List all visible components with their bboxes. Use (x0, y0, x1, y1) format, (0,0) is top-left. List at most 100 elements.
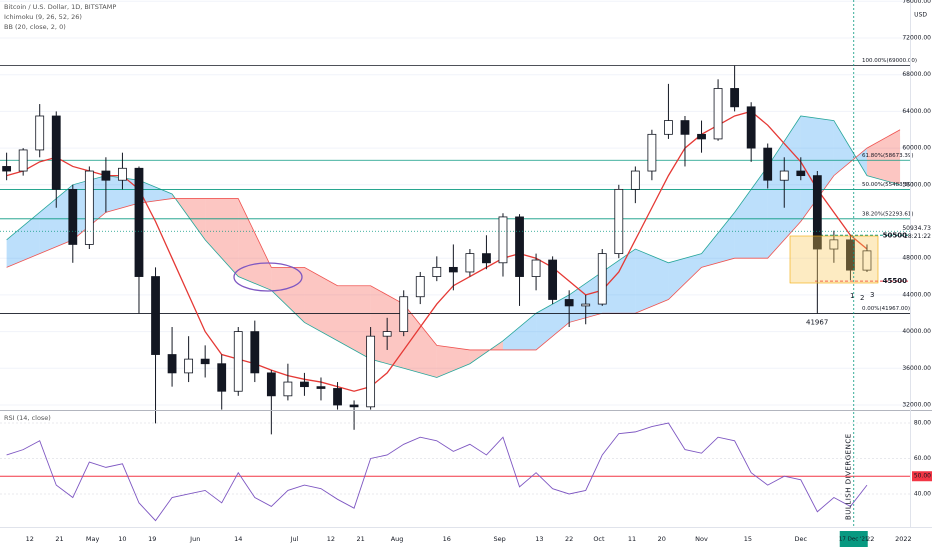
fib-label: 61.80%(58673.39) (862, 153, 914, 159)
y-tick-label: 44000.00 (902, 291, 931, 298)
y-tick-label: 36000.00 (902, 365, 931, 372)
candle-body (134, 167, 144, 277)
candle-body (664, 120, 673, 135)
y-tick-label: 60000.00 (902, 145, 931, 152)
candle-body (564, 299, 574, 307)
cloud-segment (39, 184, 73, 254)
cloud-segment (701, 212, 735, 268)
wave-marker: 1 (850, 292, 854, 300)
x-tick-label: Jun (189, 535, 200, 543)
crosshair-tag (839, 531, 868, 547)
cloud-segment (668, 253, 702, 300)
candle-body (233, 331, 243, 392)
candle-body (498, 216, 508, 264)
cloud-segment (602, 249, 636, 314)
x-tick-label: 22 (866, 535, 874, 543)
x-tick-label: 20 (658, 535, 666, 543)
crosshair-label: 17 Dec '21 (839, 537, 869, 543)
cloud-edge (6, 129, 901, 351)
cloud-segment (238, 198, 272, 291)
y-tick-label: 64000.00 (902, 108, 931, 115)
fib-label: 100.00%(69000.00) (862, 58, 917, 64)
wave-marker: 3 (870, 291, 874, 299)
x-tick-label: Aug (391, 535, 404, 543)
y-tick-label: 72000.00 (902, 35, 931, 42)
candle-body (796, 170, 806, 177)
rsi-line (6, 422, 868, 522)
cloud-segment (105, 175, 139, 213)
x-tick-label: 14 (234, 535, 242, 543)
candle-body (101, 170, 111, 181)
countdown: 18:21:22 (904, 233, 931, 240)
highlight-ellipse (233, 262, 303, 292)
cloud-segment (436, 345, 470, 378)
candle-body (482, 253, 491, 264)
price-mark-label: 45500 (883, 277, 907, 285)
candle-body (829, 239, 839, 250)
candle-body (35, 115, 45, 151)
candle-body (366, 335, 376, 408)
cloud-segment (866, 129, 901, 185)
candle-body (614, 188, 624, 255)
candle-body (68, 188, 78, 245)
price-pane: 100.00%(69000.00) 61.80%(58673.39) 50.00%(… (0, 0, 917, 435)
candle-body (18, 149, 28, 172)
y-tick-label: 32000.00 (902, 401, 931, 408)
low-label: 41967 (806, 319, 828, 327)
x-tick-label: 22 (565, 535, 573, 543)
candle-body (697, 133, 706, 140)
x-tick-label: 16 (443, 535, 451, 543)
annotation: BULLISH DIVERGENCE (845, 433, 853, 520)
candle-body (581, 303, 591, 307)
candle-body (548, 259, 558, 300)
x-tick-label: 10 (118, 535, 126, 543)
candle-body (862, 250, 872, 271)
candle-body (515, 216, 524, 277)
candle-body (730, 88, 740, 108)
candle-body (51, 115, 61, 190)
wave-marker: 2 (860, 294, 864, 302)
x-tick-label: Sep (494, 535, 506, 543)
candle-body (118, 167, 127, 181)
x-tick-label: Oct (593, 535, 605, 543)
candle-body (382, 331, 392, 337)
rsi-pane (0, 422, 910, 522)
candle-body (465, 253, 475, 273)
rsi-title: RSI (14, close) (4, 414, 51, 422)
x-tick-label: May (86, 535, 100, 543)
indicator-legend: BB (20, close, 2, 0) (4, 23, 66, 31)
y-tick-label: 80.00 (914, 420, 931, 427)
indicator-legend: Ichimoku (9, 26, 52, 26) (4, 13, 82, 21)
price-mark-label: 50500 (883, 231, 907, 239)
y-tick-label: 48000.00 (902, 255, 931, 262)
cloud-segment (138, 180, 173, 204)
candle-body (779, 170, 789, 181)
x-tick-label: 21 (55, 535, 63, 543)
fib-label: 38.20%(52293.61) (862, 211, 914, 217)
candle-body (84, 170, 94, 245)
cloud-segment (205, 198, 239, 277)
x-tick-label: 13 (535, 535, 543, 543)
x-tick-label: 21 (357, 535, 365, 543)
candle-body (349, 404, 359, 408)
candle-body (316, 386, 326, 389)
y-tick-label: 56000.00 (902, 181, 931, 188)
x-tick-label: Dec (795, 535, 808, 543)
x-tick-label: 12 (327, 535, 335, 543)
x-tick-label: 11 (628, 535, 636, 543)
cloud-segment (635, 249, 669, 314)
candle-body (399, 296, 409, 333)
y-tick-label: 40.00 (914, 490, 931, 497)
bb-basis (6, 110, 868, 392)
unit-label: USD (914, 12, 927, 19)
x-tick-label: 12 (26, 535, 34, 543)
symbol-title: Bitcoin / U.S. Dollar, 1D, BITSTAMP (4, 3, 116, 11)
candle-body (746, 106, 756, 149)
y-tick-label: 68000.00 (902, 71, 931, 78)
x-tick-label: 2022 (895, 535, 912, 543)
candle-body (812, 175, 822, 250)
x-tick-label: 19 (148, 535, 156, 543)
candle-body (448, 266, 458, 273)
last-price-label: 50934.73 (902, 225, 931, 232)
